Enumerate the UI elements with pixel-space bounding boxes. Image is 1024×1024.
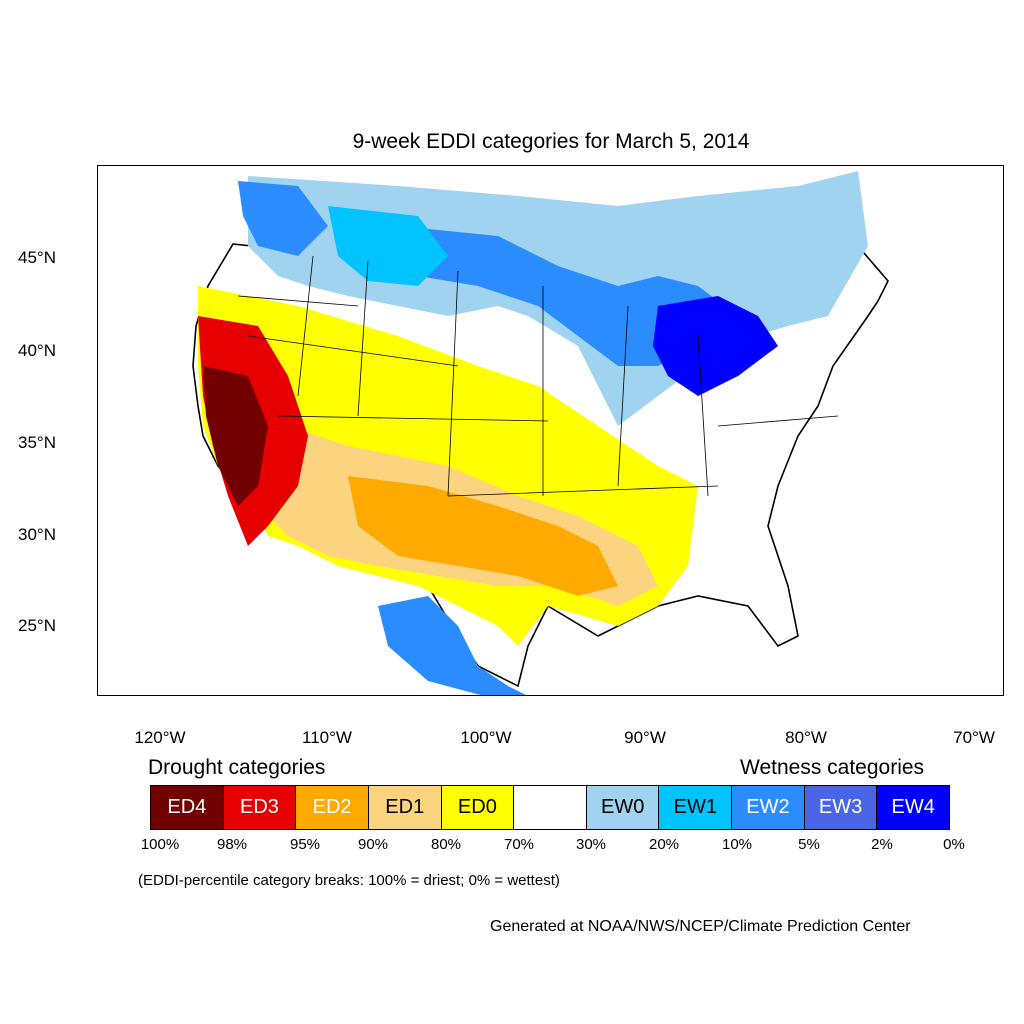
lon-label-120: 120°W bbox=[134, 728, 186, 747]
break-2: 2% bbox=[871, 836, 893, 853]
lat-label-45: 45°N bbox=[18, 248, 56, 267]
break-5: 5% bbox=[798, 836, 820, 853]
legend-swatch-ed3: ED3 bbox=[223, 786, 297, 829]
break-95: 95% bbox=[289, 836, 321, 853]
legend-swatch-ed4: ED4 bbox=[151, 786, 224, 829]
drought-region-ed4 bbox=[203, 366, 268, 506]
lat-label-25: 25°N bbox=[18, 616, 56, 635]
legend-label-ed4: ED4 bbox=[167, 796, 207, 818]
credit-line: Generated at NOAA/NWS/NCEP/Climate Predi… bbox=[490, 918, 911, 935]
wet-region-plains bbox=[328, 206, 448, 286]
legend-label-ed2: ED2 bbox=[312, 796, 352, 818]
lon-label-110: 110°W bbox=[302, 728, 352, 747]
legend-swatch-ed1: ED1 bbox=[368, 786, 442, 829]
lon-label-70: 70°W bbox=[953, 728, 995, 747]
legend-swatch-normal bbox=[514, 786, 587, 829]
map-title: 9-week EDDI categories for March 5, 2014 bbox=[352, 130, 750, 153]
wet-region-nw bbox=[238, 181, 328, 256]
break-70: 70% bbox=[503, 836, 535, 853]
legend-swatch-ed0: ED0 bbox=[441, 786, 515, 829]
state-boundaries bbox=[237, 255, 839, 497]
legend-label-ew4: EW4 bbox=[891, 796, 935, 818]
lat-label-35: 35°N bbox=[18, 433, 56, 452]
legend-swatch-ew0: EW0 bbox=[586, 786, 660, 829]
break-0: 0% bbox=[943, 836, 965, 853]
lat-label-40: 40°N bbox=[18, 341, 56, 360]
lon-label-100: 100°W bbox=[460, 728, 512, 747]
eddi-map bbox=[192, 171, 889, 695]
drought-heading: Drought categories bbox=[148, 756, 326, 779]
legend-swatch-ew2: EW2 bbox=[732, 786, 805, 829]
category-legend: ED4 ED3 ED2 ED1 ED0 EW0 EW1 EW2 EW3 EW4 bbox=[150, 785, 950, 830]
wet-region-greatlakes bbox=[653, 296, 778, 396]
legend-swatch-ew3: EW3 bbox=[804, 786, 878, 829]
drought-region-ed2 bbox=[348, 476, 618, 596]
break-80: 80% bbox=[430, 836, 462, 853]
legend-swatch-ew4: EW4 bbox=[877, 786, 950, 829]
break-20: 20% bbox=[648, 836, 680, 853]
legend-label-ew2: EW2 bbox=[746, 796, 790, 818]
map-panel bbox=[97, 165, 1004, 696]
lon-label-90: 90°W bbox=[624, 728, 666, 747]
break-90: 90% bbox=[357, 836, 389, 853]
legend-label-ed3: ED3 bbox=[240, 796, 279, 818]
legend-label-ed1: ED1 bbox=[385, 796, 425, 818]
legend-label-ew1: EW1 bbox=[673, 796, 717, 818]
lon-label-80: 80°W bbox=[785, 728, 827, 747]
wet-region-upper-mw bbox=[388, 226, 738, 366]
legend-swatch-ed2: ED2 bbox=[296, 786, 369, 829]
legend-label-ew3: EW3 bbox=[818, 796, 863, 818]
break-100: 100% bbox=[140, 836, 180, 853]
lat-label-30: 30°N bbox=[18, 525, 56, 544]
legend-label-ew0: EW0 bbox=[600, 796, 645, 818]
wetness-heading: Wetness categories bbox=[740, 756, 925, 779]
break-10: 10% bbox=[721, 836, 753, 853]
break-98: 98% bbox=[216, 836, 248, 853]
legend-swatch-ew1: EW1 bbox=[659, 786, 733, 829]
percentile-note: (EDDI-percentile category breaks: 100% =… bbox=[138, 872, 560, 889]
break-30: 30% bbox=[575, 836, 607, 853]
wet-region-texas-south bbox=[378, 596, 526, 695]
legend-label-ed0: ED0 bbox=[457, 796, 497, 818]
